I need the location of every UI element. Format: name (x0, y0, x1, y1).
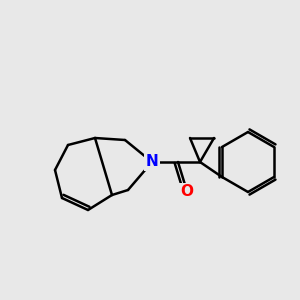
Text: N: N (146, 154, 158, 169)
Text: O: O (181, 184, 194, 200)
